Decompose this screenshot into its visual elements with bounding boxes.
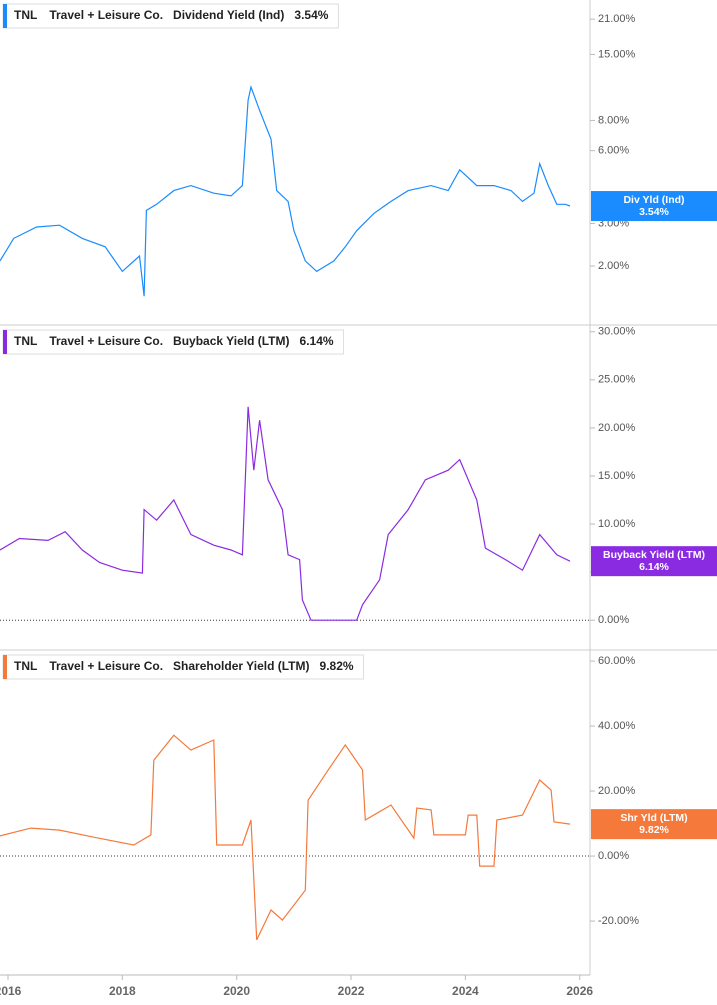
y-tick-label: 0.00%	[598, 614, 629, 626]
legend-ticker: TNL	[14, 334, 37, 348]
value-tag-value: 6.14%	[639, 561, 669, 573]
value-tag	[591, 809, 717, 840]
y-tick-label: 40.00%	[598, 720, 636, 732]
legend-series: Buyback Yield (LTM)	[173, 334, 289, 348]
x-tick-label: 2022	[338, 984, 365, 998]
legend-swatch	[3, 330, 7, 354]
data-line	[0, 734, 571, 941]
y-tick-label: 20.00%	[598, 422, 636, 434]
y-tick-label: 60.00%	[598, 655, 636, 667]
value-tag-name: Div Yld (Ind)	[623, 194, 684, 206]
value-tag	[591, 546, 717, 577]
legend-value: 9.82%	[320, 659, 354, 673]
legend-swatch	[3, 655, 7, 679]
legend-series: Shareholder Yield (LTM)	[173, 659, 309, 673]
legend-box	[2, 329, 345, 355]
value-tag-name: Buyback Yield (LTM)	[603, 549, 705, 561]
x-tick-label: 2020	[223, 984, 250, 998]
value-tag-value: 9.82%	[639, 824, 669, 836]
y-tick-label: 20.00%	[598, 785, 636, 797]
y-tick-label: 0.00%	[598, 850, 629, 862]
value-tag-name: Shr Yld (LTM)	[620, 812, 687, 824]
y-tick-label: 21.00%	[598, 13, 636, 25]
y-tick-label: 10.00%	[598, 518, 636, 530]
value-tag	[591, 191, 717, 222]
y-tick-label: 25.00%	[598, 374, 636, 386]
y-tick-label: 2.00%	[598, 260, 629, 272]
legend-series: Dividend Yield (Ind)	[173, 8, 284, 22]
data-line	[0, 84, 571, 297]
y-tick-label: -20.00%	[598, 915, 639, 927]
x-tick-label: 2016	[0, 984, 22, 998]
x-tick-label: 2018	[109, 984, 136, 998]
y-tick-label: 30.00%	[598, 326, 636, 338]
legend-ticker: TNL	[14, 8, 37, 22]
y-tick-label: 6.00%	[598, 145, 629, 157]
y-tick-label: 15.00%	[598, 470, 636, 482]
legend-box	[2, 3, 339, 29]
data-line	[0, 406, 571, 621]
legend-swatch	[3, 4, 7, 28]
legend-company: Travel + Leisure Co.	[49, 659, 163, 673]
y-tick-label: 15.00%	[598, 48, 636, 60]
value-tag-value: 3.54%	[639, 206, 669, 218]
x-tick-label: 2026	[566, 984, 593, 998]
legend-box	[2, 654, 365, 680]
legend-company: Travel + Leisure Co.	[49, 8, 163, 22]
y-tick-label: 8.00%	[598, 114, 629, 126]
legend-company: Travel + Leisure Co.	[49, 334, 163, 348]
legend-value: 6.14%	[300, 334, 334, 348]
legend-ticker: TNL	[14, 659, 37, 673]
x-tick-label: 2024	[452, 984, 479, 998]
legend-value: 3.54%	[294, 8, 328, 22]
